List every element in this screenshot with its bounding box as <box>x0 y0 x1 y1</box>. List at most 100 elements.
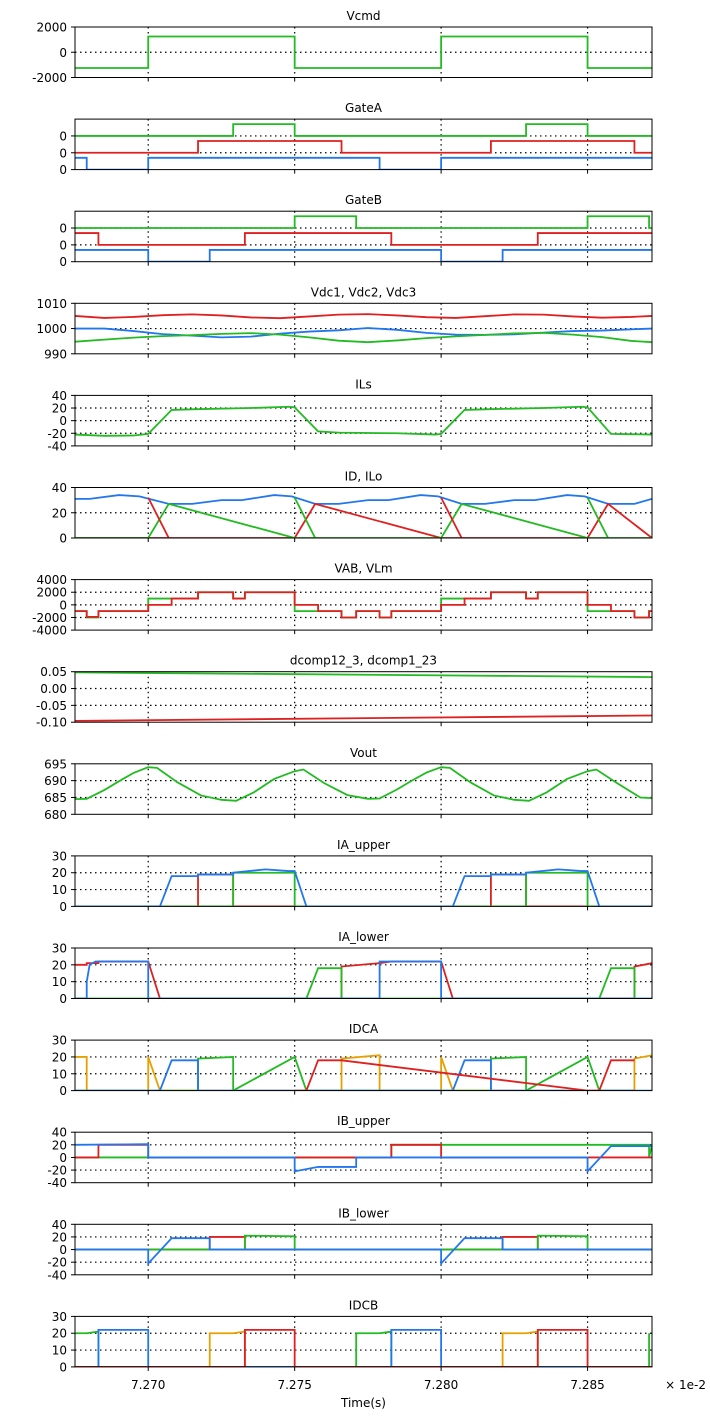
y-tick-label: -40 <box>47 1176 67 1190</box>
series-line-red <box>75 960 652 999</box>
y-tick-label: 0 <box>59 414 67 428</box>
panel-frame <box>74 947 653 999</box>
series-line-green <box>293 497 316 538</box>
panel-frame <box>74 671 653 723</box>
y-tick-label: 30 <box>52 1310 67 1324</box>
y-tick-label: 40 <box>52 1218 67 1232</box>
series-line-green <box>75 766 652 802</box>
series-line-green <box>75 1330 650 1367</box>
series-line-blue <box>75 494 652 505</box>
panel-frame <box>74 210 653 263</box>
y-tick-label: -0.10 <box>36 716 67 730</box>
y-tick-label: 20 <box>52 1138 67 1152</box>
series-line-red <box>75 313 652 320</box>
series-line-green <box>75 215 652 229</box>
y-tick-label: 40 <box>52 389 67 403</box>
y-tick-label: 20 <box>52 1230 67 1244</box>
y-tick-label: 2000 <box>36 21 67 35</box>
series-line-red <box>75 1143 652 1159</box>
y-tick-label: 2000 <box>36 586 67 600</box>
y-tick-label: 30 <box>52 849 67 863</box>
panel-12: IDCA 30 20 10 0 <box>52 1022 653 1098</box>
panel-frame <box>74 118 653 171</box>
y-tick-label: 10 <box>52 1344 67 1358</box>
series-line-blue <box>75 960 652 999</box>
series-line-green <box>75 331 652 344</box>
y-tick-label: 0 <box>59 598 67 612</box>
y-tick-label: 20 <box>52 958 67 972</box>
series-line-blue <box>75 1143 652 1174</box>
series-line-green <box>75 123 652 137</box>
x-axis-multiplier: × 1e-2 <box>665 1378 706 1392</box>
panel-title: dcomp12_3, dcomp1_23 <box>290 654 437 668</box>
y-tick-label: -20 <box>47 1164 67 1178</box>
y-tick-label: 20 <box>52 1327 67 1341</box>
series-line-blue <box>75 868 652 907</box>
series-line-red <box>75 714 652 722</box>
x-tick-label: 7.270 <box>131 1378 165 1392</box>
panel-1: Vcmd 2000 0 -2000 <box>32 9 653 85</box>
panel-6: ID, ILo 40 20 0 <box>52 470 653 546</box>
series-line-blue <box>75 156 652 170</box>
y-tick-label: 0 <box>59 992 67 1006</box>
y-tick-label: 30 <box>52 1034 67 1048</box>
series-line-green <box>75 405 652 437</box>
x-tick-label: 7.285 <box>570 1378 604 1392</box>
y-tick-label: 0 <box>59 222 67 236</box>
y-tick-label: 0.05 <box>40 665 67 679</box>
panel-title: VAB, VLm <box>334 562 392 576</box>
y-tick-label: 0 <box>59 1243 67 1257</box>
y-tick-label: 680 <box>44 808 67 822</box>
series-line-red <box>75 140 652 154</box>
x-tick-label: 7.280 <box>424 1378 458 1392</box>
panel-title: IB_upper <box>337 1114 390 1128</box>
series-line-green <box>586 497 609 538</box>
y-tick-label: 0 <box>59 146 67 160</box>
series-line-red <box>147 497 170 538</box>
y-tick-label: 20 <box>52 506 67 520</box>
series-line-red <box>75 232 652 246</box>
series-line-orange <box>75 1330 652 1367</box>
y-tick-label: 0 <box>59 238 67 252</box>
panel-title: IDCB <box>349 1298 378 1312</box>
y-tick-label: -20 <box>47 427 67 441</box>
y-tick-label: 990 <box>44 347 67 361</box>
y-tick-label: 685 <box>44 791 67 805</box>
y-tick-label: 10 <box>52 975 67 989</box>
y-tick-label: 0.00 <box>40 682 67 696</box>
panel-2: GateA 0 0 0 <box>59 101 653 177</box>
series-line-blue <box>75 1237 652 1266</box>
panel-11: IA_lower 30 20 10 0 <box>52 930 653 1006</box>
panel-title: IA_upper <box>337 838 390 852</box>
panel-4: Vdc1, Vdc2, Vdc3 1010 1000 990 <box>36 285 653 361</box>
panel-title: GateB <box>345 193 382 207</box>
y-tick-label: 0 <box>59 255 67 269</box>
series-line-red <box>75 502 652 538</box>
series-line-green <box>75 967 636 999</box>
y-tick-label: 40 <box>52 481 67 495</box>
y-tick-label: 0 <box>59 900 67 914</box>
x-tick-label: 7.275 <box>277 1378 311 1392</box>
series-line-red <box>440 497 463 538</box>
y-tick-label: 0 <box>59 163 67 177</box>
y-tick-label: 0 <box>59 1360 67 1374</box>
y-tick-label: 0 <box>59 532 67 546</box>
series-line-green <box>75 671 652 678</box>
y-tick-label: 690 <box>44 774 67 788</box>
panel-frame <box>74 855 653 907</box>
panel-title: IA_lower <box>338 930 389 944</box>
series-line-green <box>75 871 652 907</box>
panel-frame <box>74 763 653 815</box>
panel-title: IB_lower <box>338 1206 389 1220</box>
series-line-blue <box>75 249 652 262</box>
panel-title: ILs <box>355 377 371 391</box>
panel-title: GateA <box>345 101 383 115</box>
y-tick-label: -2000 <box>32 611 67 625</box>
series-line-red <box>75 1236 652 1251</box>
y-tick-label: -0.05 <box>36 699 67 713</box>
y-tick-label: -4000 <box>32 624 67 638</box>
